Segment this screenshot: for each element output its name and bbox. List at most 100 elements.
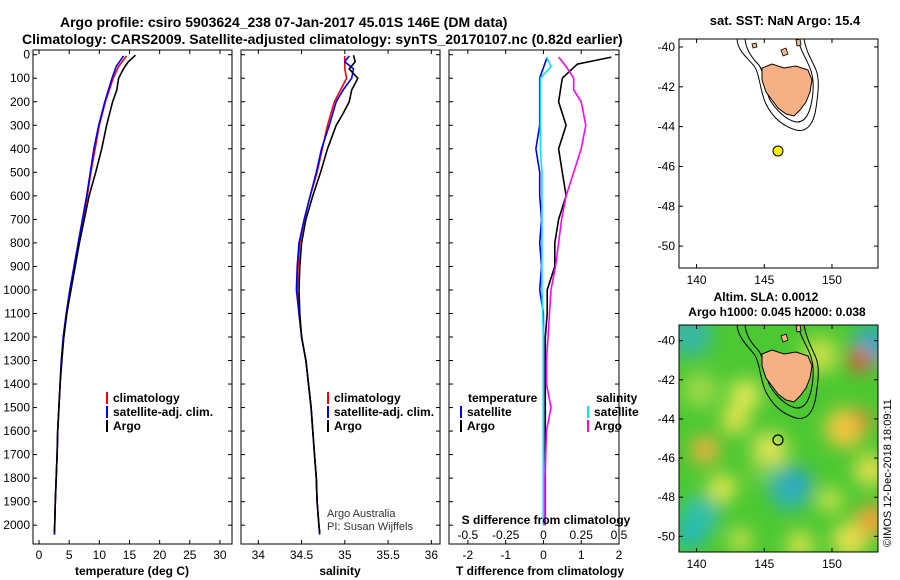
map-lat-tick-label: -42 xyxy=(658,80,676,94)
series-line-salinity-argo xyxy=(544,56,587,526)
depth-tick-label: 700 xyxy=(10,212,30,226)
depth-tick-label: 900 xyxy=(10,259,30,273)
salinity-legend: climatology satellite-adj. clim. Argo xyxy=(327,391,434,433)
s-diff-tick-label: -0.25 xyxy=(492,528,520,542)
credit-institution: Argo Australia xyxy=(327,508,396,520)
legend-label-argo: Argo xyxy=(113,419,141,433)
sst-map-frame xyxy=(678,38,879,269)
series-line-salinity-satellite xyxy=(539,56,552,526)
x-tick-label: 35.5 xyxy=(376,548,400,562)
map-lat-tick-label: -50 xyxy=(658,529,676,543)
title-line-2: Climatology: CARS2009. Satellite-adjuste… xyxy=(22,31,623,47)
legend-label-s-argo: Argo xyxy=(594,419,622,433)
argo-position-marker xyxy=(772,434,784,446)
depth-tick-label: 200 xyxy=(10,95,30,109)
flinders-island xyxy=(780,47,789,57)
map-lon-tick-label: 150 xyxy=(822,273,842,287)
depth-tick-label: 800 xyxy=(10,236,30,250)
temperature-axis-label: temperature (deg C) xyxy=(75,564,189,578)
salinity-panel-frame xyxy=(240,49,441,545)
legend-label-t-argo: Argo xyxy=(467,419,495,433)
king-island xyxy=(751,42,758,49)
x-tick-label: 25 xyxy=(183,548,197,562)
x-tick-label: 0 xyxy=(540,548,547,562)
sla-coast-contour xyxy=(744,325,814,409)
x-tick-label: 0 xyxy=(36,548,43,562)
sla-map-axes: 140 145 150 -40 -42 -44 -46 -48 -50 xyxy=(658,325,878,571)
island xyxy=(795,39,802,47)
map-lat-tick-label: -40 xyxy=(658,334,676,348)
temperature-profiles xyxy=(53,54,137,535)
map-lat-tick-label: -40 xyxy=(658,40,676,54)
depth-tick-label: 1900 xyxy=(3,495,30,509)
legend-label-satellite: satellite-adj. clim. xyxy=(113,405,213,419)
depth-tick-label: 1100 xyxy=(4,306,30,320)
depth-tick-label: 1700 xyxy=(3,448,30,462)
imos-credit: ©IMOS 12-Dec-2018 18:09:11 xyxy=(882,399,894,547)
map-lat-tick-label: -44 xyxy=(658,412,676,426)
depth-tick-label: 100 xyxy=(10,71,30,85)
map-lon-tick-label: 150 xyxy=(822,557,842,571)
series-line-argo xyxy=(298,55,359,533)
series-line-satellite-adj-clim- xyxy=(295,55,355,535)
sst-coast-contour xyxy=(744,39,814,123)
temperature-panel-frame xyxy=(32,49,233,545)
depth-tick-label: 600 xyxy=(10,189,30,203)
s-diff-tick-label: 0.5 xyxy=(611,528,628,542)
depth-tick-label: 1200 xyxy=(3,330,30,344)
map-lat-tick-label: -46 xyxy=(658,451,676,465)
sla-map-title-2: Argo h1000: 0.045 h2000: 0.038 xyxy=(688,305,866,319)
map-lon-tick-label: 145 xyxy=(754,273,774,287)
legend-label-climatology: climatology xyxy=(113,391,180,405)
x-tick-label: 15 xyxy=(123,548,137,562)
depth-tick-label: 1000 xyxy=(3,283,30,297)
legend-header-temperature: temperature xyxy=(468,391,538,405)
map-lat-tick-label: -50 xyxy=(658,239,676,253)
x-tick-label: 30 xyxy=(213,548,227,562)
x-tick-label: 34.5 xyxy=(290,548,314,562)
x-tick-label: 35 xyxy=(338,548,352,562)
salinity-axis-label: salinity xyxy=(319,564,361,578)
depth-tick-label: 400 xyxy=(10,142,30,156)
sst-shelf-contour xyxy=(736,39,819,131)
map-lat-tick-label: -42 xyxy=(658,373,676,387)
sla-shelf-contour xyxy=(736,325,819,419)
map-lat-tick-label: -48 xyxy=(658,199,676,213)
sla-anomaly-field xyxy=(679,325,878,552)
difference-legend-salinity: salinity satellite Argo xyxy=(587,391,639,433)
sla-map-frame xyxy=(678,324,879,553)
depth-axis: 0 100 200 300 400 500 600 700 800 900 1000 1100 1200… xyxy=(3,48,619,532)
sst-map-title: sat. SST: NaN Argo: 15.4 xyxy=(710,13,861,28)
x-tick-label: 5 xyxy=(66,548,73,562)
x-tick-label: 34 xyxy=(252,548,266,562)
legend-header-salinity: salinity xyxy=(596,391,638,405)
s-difference-axis-label: S difference from climatology xyxy=(462,513,631,527)
sla-map xyxy=(679,325,878,552)
t-difference-x-axis: -2 -1 0 1 2 xyxy=(463,50,623,562)
map-lon-tick-label: 140 xyxy=(687,273,707,287)
sst-map-axes: 140 145 150 -40 -42 -44 -46 -48 -50 xyxy=(658,39,878,287)
legend-label-satellite: satellite-adj. clim. xyxy=(334,405,434,419)
flinders-island xyxy=(780,333,789,343)
credit-pi: PI: Susan Wijffels xyxy=(327,521,413,533)
x-tick-label: 36 xyxy=(425,548,439,562)
title-line-1: Argo profile: csiro 5903624_238 07-Jan-2… xyxy=(60,14,507,30)
depth-tick-label: 1400 xyxy=(3,377,30,391)
tasmania-land xyxy=(761,349,813,403)
x-tick-label: 1 xyxy=(578,548,585,562)
series-line-satellite-adj-clim- xyxy=(53,55,125,535)
x-tick-label: 10 xyxy=(93,548,107,562)
x-tick-label: 20 xyxy=(153,548,167,562)
x-tick-label: 2 xyxy=(616,548,623,562)
salinity-x-axis: 34 34.5 35 35.5 36 xyxy=(252,50,439,562)
depth-tick-label: 1600 xyxy=(3,424,30,438)
x-tick-label: -2 xyxy=(463,548,474,562)
series-line-argo xyxy=(53,54,137,533)
depth-tick-label: 1500 xyxy=(3,401,30,415)
tasmania-land xyxy=(761,63,813,117)
temperature-x-axis: 0 5 10 15 20 25 30 xyxy=(36,50,227,562)
legend-label-climatology: climatology xyxy=(334,391,401,405)
difference-legend-temperature: temperature satellite Argo xyxy=(460,391,538,433)
depth-tick-label: 300 xyxy=(10,118,30,132)
